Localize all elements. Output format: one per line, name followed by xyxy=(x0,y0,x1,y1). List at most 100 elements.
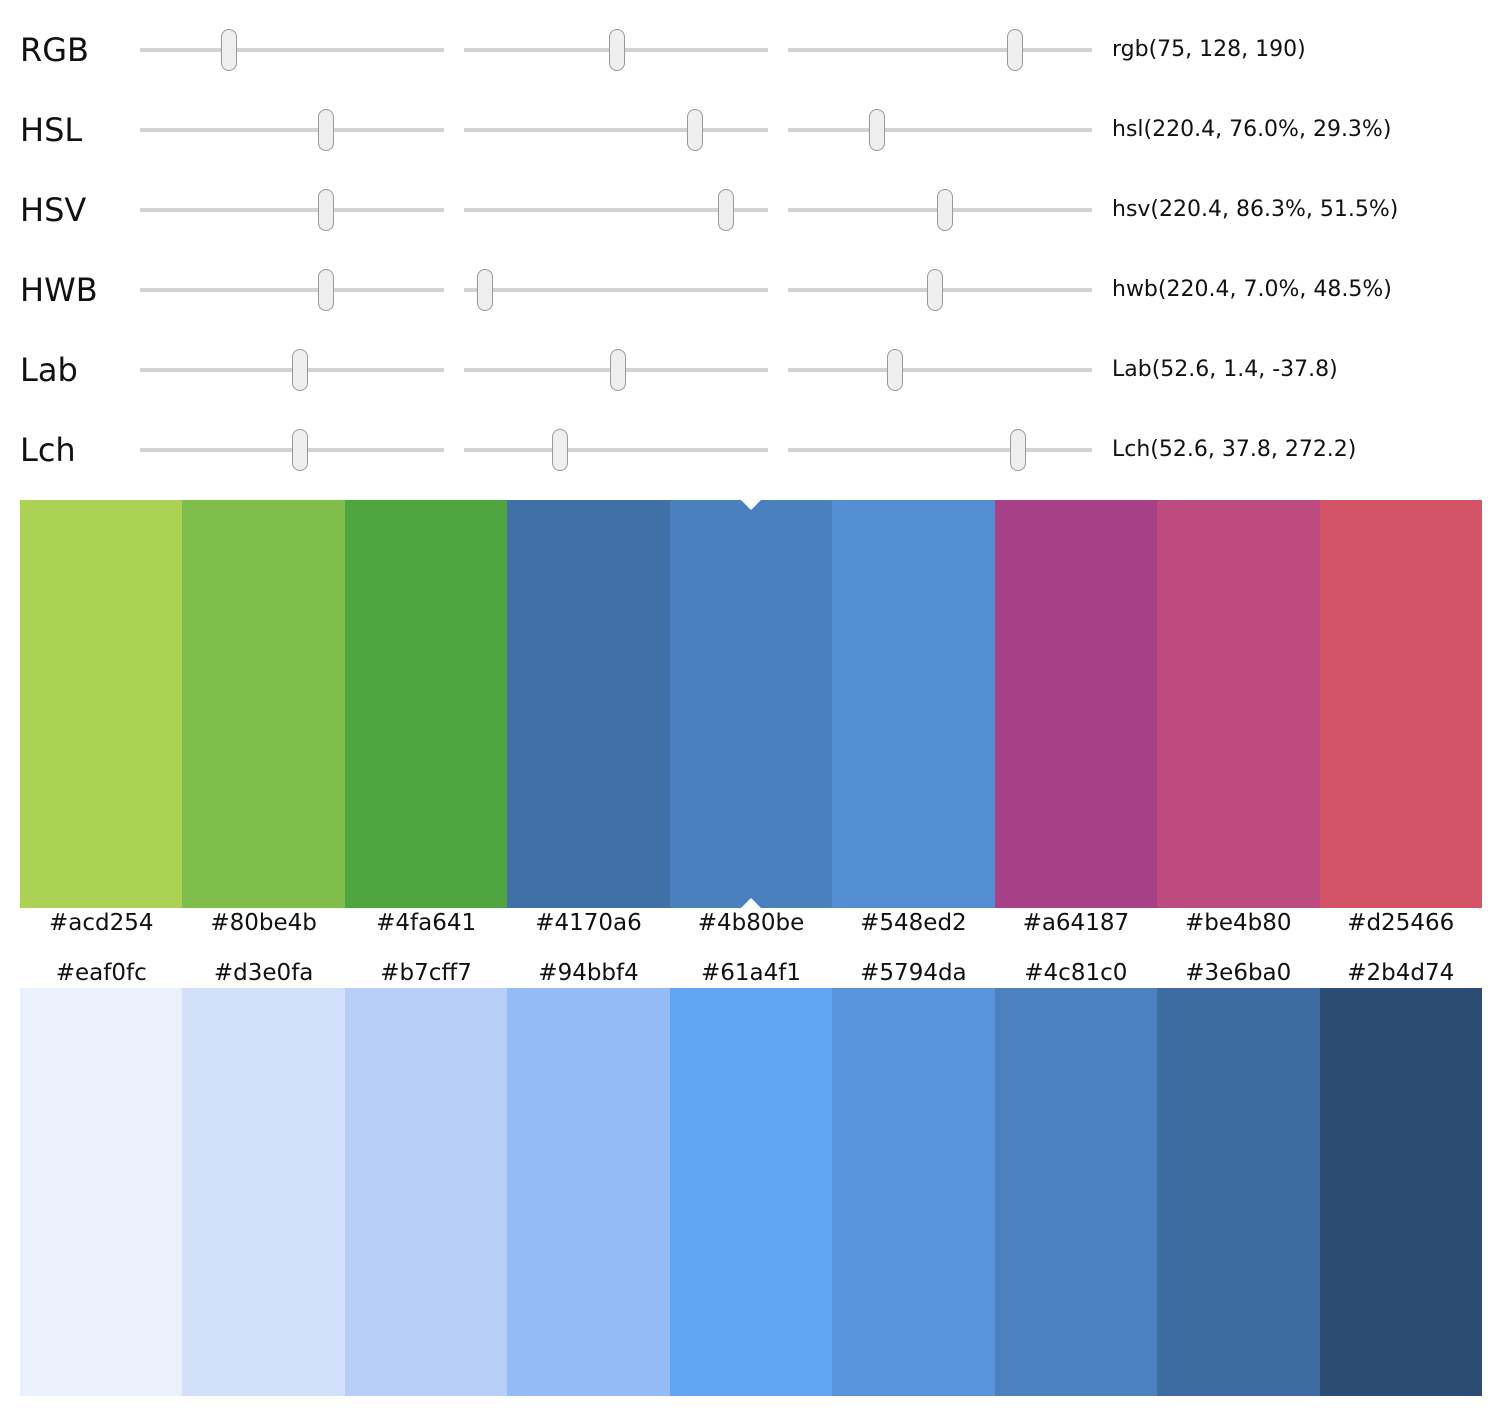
hsl-channel-1-slider[interactable] xyxy=(140,100,444,160)
slider-track[interactable] xyxy=(140,48,444,52)
model-row-hsv: HSV hsv(220.4, 86.3%, 51.5%) xyxy=(0,180,1501,240)
palette_top-swatch-label: #4b80be xyxy=(697,910,805,936)
model-label: HSV xyxy=(20,191,87,229)
slider-track[interactable] xyxy=(788,368,1092,372)
palette_bottom-swatch[interactable] xyxy=(20,988,183,1396)
slider-track[interactable] xyxy=(788,128,1092,132)
slider-thumb[interactable] xyxy=(551,429,568,471)
palette_bottom-swatch-label: #d3e0fa xyxy=(213,960,314,986)
lab-channel-2-slider[interactable] xyxy=(464,340,768,400)
slider-thumb[interactable] xyxy=(718,189,735,231)
palette_bottom-swatch[interactable] xyxy=(1157,988,1320,1396)
model-value-text: hsv(220.4, 86.3%, 51.5%) xyxy=(1112,197,1399,222)
lab-channel-1-slider[interactable] xyxy=(140,340,444,400)
slider-track[interactable] xyxy=(464,288,768,292)
slider-thumb[interactable] xyxy=(221,29,238,71)
model-value-text: Lch(52.6, 37.8, 272.2) xyxy=(1112,437,1357,462)
slider-thumb[interactable] xyxy=(1009,429,1026,471)
harmony-palette-labels: #acd254 #80be4b #4fa641 #4170a6 #4b80be #548e… xyxy=(20,909,1482,937)
slider-thumb[interactable] xyxy=(291,429,308,471)
slider-thumb[interactable] xyxy=(318,189,335,231)
hwb-channel-1-slider[interactable] xyxy=(140,260,444,320)
shade-palette xyxy=(20,988,1482,1396)
slider-thumb[interactable] xyxy=(609,349,626,391)
palette_bottom-swatch-label: #4c81c0 xyxy=(1024,960,1128,986)
palette_top-swatch[interactable] xyxy=(1157,500,1320,908)
rgb-channel-2-slider[interactable] xyxy=(464,20,768,80)
model-label: RGB xyxy=(20,31,89,69)
model-label: HWB xyxy=(20,271,98,309)
palette_top-swatch[interactable] xyxy=(507,500,670,908)
palette_top-swatch[interactable] xyxy=(669,500,833,908)
slider-track[interactable] xyxy=(464,208,768,212)
hsl-channel-3-slider[interactable] xyxy=(788,100,1092,160)
slider-thumb[interactable] xyxy=(927,269,944,311)
hsv-channel-2-slider[interactable] xyxy=(464,180,768,240)
slider-track[interactable] xyxy=(140,288,444,292)
rgb-channel-1-slider[interactable] xyxy=(140,20,444,80)
palette_top-swatch[interactable] xyxy=(832,500,995,908)
rgb-channel-3-slider[interactable] xyxy=(788,20,1092,80)
slider-track[interactable] xyxy=(788,448,1092,452)
palette_bottom-swatch-label: #eaf0fc xyxy=(55,960,147,986)
slider-track[interactable] xyxy=(788,48,1092,52)
slider-thumb[interactable] xyxy=(687,109,703,151)
lch-channel-3-slider[interactable] xyxy=(788,420,1092,480)
palette_top-swatch-label: #548ed2 xyxy=(860,910,967,936)
palette_top-swatch[interactable] xyxy=(182,500,345,908)
hsv-channel-1-slider[interactable] xyxy=(140,180,444,240)
palette_top-swatch[interactable] xyxy=(344,500,508,908)
model-row-rgb: RGB rgb(75, 128, 190) xyxy=(0,20,1501,80)
model-row-hwb: HWB hwb(220.4, 7.0%, 48.5%) xyxy=(0,260,1501,320)
palette_top-swatch-label: #4fa641 xyxy=(376,910,477,936)
hwb-channel-2-slider[interactable] xyxy=(464,260,768,320)
palette_bottom-swatch[interactable] xyxy=(1319,988,1482,1396)
palette_bottom-swatch-label: #3e6ba0 xyxy=(1185,960,1292,986)
palette_bottom-swatch[interactable] xyxy=(832,988,995,1396)
slider-thumb[interactable] xyxy=(936,189,953,231)
hsl-channel-2-slider[interactable] xyxy=(464,100,768,160)
slider-thumb[interactable] xyxy=(318,269,335,311)
slider-track[interactable] xyxy=(464,448,768,452)
palette_bottom-swatch-label: #94bbf4 xyxy=(538,960,639,986)
slider-thumb[interactable] xyxy=(869,109,886,151)
model-label: HSL xyxy=(20,111,83,149)
slider-track[interactable] xyxy=(140,128,444,132)
slider-thumb[interactable] xyxy=(608,29,625,71)
harmony-palette xyxy=(20,500,1482,908)
model-label: Lch xyxy=(20,431,76,469)
palette_bottom-swatch[interactable] xyxy=(344,988,508,1396)
shade-palette-labels: #eaf0fc #d3e0fa #b7cff7 #94bbf4 #61a4f1 #5794… xyxy=(20,959,1482,987)
hwb-channel-3-slider[interactable] xyxy=(788,260,1092,320)
model-value-text: Lab(52.6, 1.4, -37.8) xyxy=(1112,357,1338,382)
palette_top-swatch[interactable] xyxy=(1319,500,1482,908)
model-row-lab: Lab Lab(52.6, 1.4, -37.8) xyxy=(0,340,1501,400)
palette_bottom-swatch-label: #61a4f1 xyxy=(700,960,801,986)
slider-thumb[interactable] xyxy=(1006,29,1023,71)
model-row-hsl: HSL hsl(220.4, 76.0%, 29.3%) xyxy=(0,100,1501,160)
palette_top-swatch-label: #80be4b xyxy=(210,910,317,936)
lab-channel-3-slider[interactable] xyxy=(788,340,1092,400)
palette_bottom-swatch-label: #b7cff7 xyxy=(380,960,472,986)
slider-thumb[interactable] xyxy=(477,269,494,311)
palette_top-swatch-label: #d25466 xyxy=(1347,910,1455,936)
palette_bottom-swatch[interactable] xyxy=(669,988,833,1396)
model-value-text: rgb(75, 128, 190) xyxy=(1112,37,1306,62)
palette_bottom-swatch[interactable] xyxy=(507,988,670,1396)
hsv-channel-3-slider[interactable] xyxy=(788,180,1092,240)
palette_top-swatch[interactable] xyxy=(994,500,1158,908)
slider-track[interactable] xyxy=(464,128,768,132)
model-row-lch: Lch Lch(52.6, 37.8, 272.2) xyxy=(0,420,1501,480)
slider-thumb[interactable] xyxy=(318,109,335,151)
slider-thumb[interactable] xyxy=(887,349,904,391)
palette_bottom-swatch[interactable] xyxy=(994,988,1158,1396)
lch-channel-2-slider[interactable] xyxy=(464,420,768,480)
model-label: Lab xyxy=(20,351,78,389)
lch-channel-1-slider[interactable] xyxy=(140,420,444,480)
slider-track[interactable] xyxy=(140,208,444,212)
palette_bottom-swatch[interactable] xyxy=(182,988,345,1396)
palette_top-swatch-label: #a64187 xyxy=(1022,910,1130,936)
slider-thumb[interactable] xyxy=(291,349,308,391)
palette_top-swatch[interactable] xyxy=(20,500,183,908)
palette_top-swatch-label: #4170a6 xyxy=(535,910,642,936)
